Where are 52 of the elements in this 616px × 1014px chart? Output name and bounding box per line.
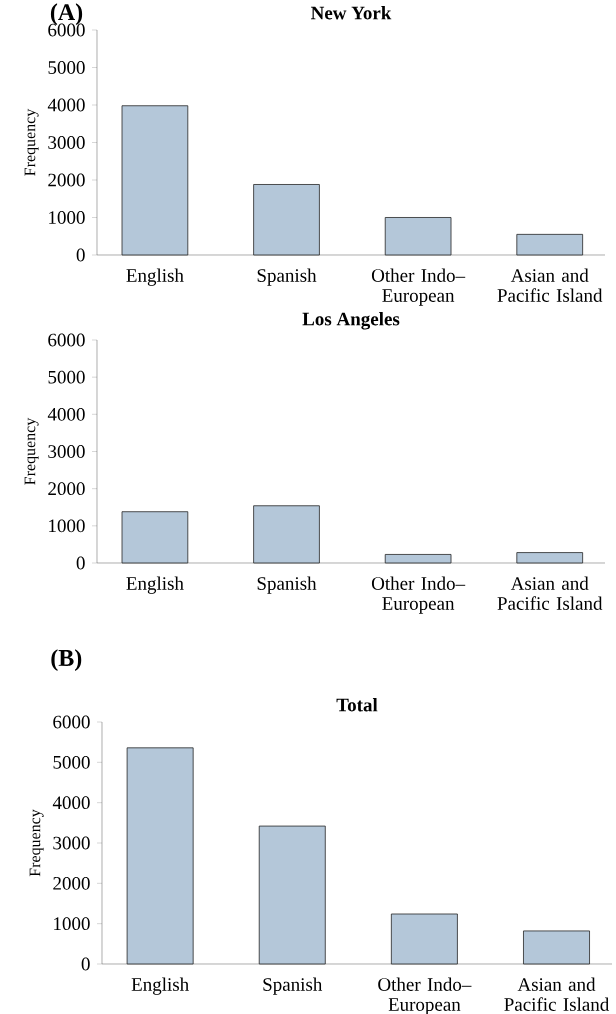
y-tick-label: 3000	[48, 136, 85, 149]
y-tick-label: 0	[76, 556, 85, 570]
text: (B)	[51, 649, 82, 671]
y-tick-label: 4000	[47, 98, 85, 112]
bar	[516, 233, 584, 256]
x-tick-label: Other Indo–European	[371, 268, 466, 306]
chart-title: New York	[310, 6, 392, 20]
bar	[126, 747, 194, 965]
x-tick-label: Asian and Pacific Island	[497, 268, 603, 302]
y-tick-label: 5000	[48, 61, 85, 74]
bar	[258, 825, 326, 965]
bar	[384, 554, 452, 564]
x-tick-label: Asian and Pacific Island	[497, 576, 603, 610]
y-tick-label: 6000	[48, 333, 85, 347]
y-tick-label: 1000	[49, 519, 85, 533]
y-tick-label: 1000	[54, 917, 90, 931]
y-axis-title: Frequency	[29, 809, 44, 877]
y-tick-label: 4000	[52, 796, 90, 810]
x-tick-label: Spanish	[257, 268, 317, 286]
x-tick-label: Spanish	[263, 977, 323, 995]
bar	[390, 913, 458, 965]
bar	[121, 511, 189, 564]
y-tick-label: 1000	[49, 211, 85, 224]
y-tick-label: 4000	[47, 407, 85, 421]
y-tick-label: 3000	[53, 836, 90, 850]
y-tick-label: 2000	[53, 876, 90, 890]
bar	[253, 505, 320, 564]
y-axis-title: Frequency	[24, 417, 39, 485]
y-axis-title: Frequency	[24, 108, 39, 176]
bar	[384, 217, 452, 256]
y-tick-label: 2000	[48, 482, 85, 496]
x-tick-label: English	[131, 977, 189, 995]
bar	[516, 552, 584, 564]
x-tick-label: Spanish	[257, 576, 317, 594]
x-tick-label: Other Indo–European	[378, 977, 472, 1014]
y-tick-label: 0	[81, 957, 90, 971]
chart-title: Los Angeles	[302, 312, 400, 330]
y-tick-label: 0	[76, 248, 85, 262]
x-tick-label: Other Indo–European	[371, 576, 466, 614]
bar	[523, 930, 590, 965]
bar	[253, 184, 320, 256]
y-tick-label: 5000	[48, 370, 85, 384]
y-tick-label: 2000	[48, 173, 85, 187]
y-tick-label: 6000	[53, 715, 90, 729]
x-tick-label: Asian and Pacific Island	[504, 977, 610, 1011]
y-tick-label: 5000	[53, 755, 90, 769]
y-tick-label: 3000	[48, 445, 85, 458]
x-tick-label: English	[126, 576, 184, 594]
chart-title: Total	[336, 698, 378, 712]
y-tick-label: 6000	[48, 23, 85, 37]
x-tick-label: English	[126, 268, 184, 286]
bar	[121, 105, 189, 256]
